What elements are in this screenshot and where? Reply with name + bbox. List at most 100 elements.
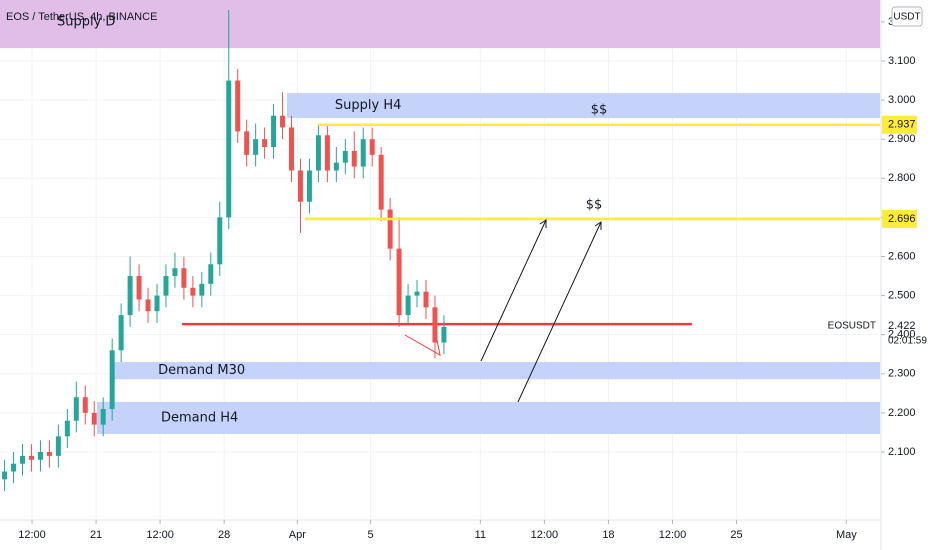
candle-body bbox=[64, 420, 70, 437]
candle-body bbox=[271, 115, 277, 148]
x-tick-label: 25 bbox=[730, 529, 742, 541]
zone-label: Supply H4 bbox=[335, 98, 401, 113]
y-tick-label: 2.200 bbox=[888, 407, 916, 419]
y-tick-label: 2.900 bbox=[888, 133, 916, 145]
currency[interactable]: USDT bbox=[893, 12, 920, 23]
candle-body bbox=[324, 135, 330, 171]
candle-body bbox=[199, 283, 205, 296]
candle-body bbox=[91, 412, 97, 425]
candle-body bbox=[28, 455, 34, 460]
candle-body bbox=[37, 451, 43, 460]
zone-label: Demand H4 bbox=[161, 410, 238, 425]
annotation: $$ bbox=[586, 198, 603, 213]
y-tick-label: 3.000 bbox=[888, 94, 916, 106]
candle-body bbox=[163, 276, 169, 296]
candle-body bbox=[333, 162, 339, 171]
zone bbox=[110, 362, 881, 380]
x-tick-label: 12:00 bbox=[659, 529, 687, 541]
annotation: $$ bbox=[591, 103, 608, 118]
candle-body bbox=[297, 170, 303, 202]
zone bbox=[96, 401, 881, 434]
candle-body bbox=[405, 295, 411, 316]
candle-body bbox=[360, 139, 366, 167]
candle-body bbox=[55, 436, 61, 456]
candle-body bbox=[217, 217, 223, 265]
level-price-label: 2.937 bbox=[888, 119, 916, 131]
candle-body bbox=[253, 139, 259, 155]
candle-body bbox=[172, 268, 178, 277]
candle-body bbox=[109, 350, 115, 409]
zone bbox=[0, 0, 880, 49]
candle-body bbox=[100, 408, 106, 425]
candle-body bbox=[244, 131, 250, 155]
candle-body bbox=[306, 170, 312, 202]
y-tick-label: 2.400 bbox=[888, 329, 916, 341]
candle-body bbox=[181, 268, 187, 288]
x-tick-label: 28 bbox=[218, 529, 230, 541]
candle-body bbox=[145, 299, 151, 312]
candle-body bbox=[11, 463, 17, 472]
y-tick-label: 2.600 bbox=[888, 250, 916, 262]
candle-body bbox=[208, 264, 214, 284]
x-tick-label: 12:00 bbox=[18, 529, 46, 541]
candle-body bbox=[127, 276, 133, 316]
y-tick-label: 3.100 bbox=[888, 55, 916, 67]
x-tick-label: 18 bbox=[602, 529, 614, 541]
candle-body bbox=[235, 80, 241, 132]
x-tick-label: May bbox=[836, 529, 857, 541]
candle-body bbox=[414, 291, 420, 296]
candle-body bbox=[342, 150, 348, 163]
x-tick-label: 12:00 bbox=[531, 529, 559, 541]
candle-body bbox=[46, 451, 52, 456]
candle-body bbox=[280, 115, 286, 128]
countdown: 02:01:59 bbox=[888, 336, 927, 347]
x-tick-label: 21 bbox=[90, 529, 102, 541]
candle-body bbox=[396, 248, 402, 316]
currency-box[interactable] bbox=[891, 6, 923, 27]
y-tick-label: 2.100 bbox=[888, 446, 916, 458]
x-tick-label: Apr bbox=[289, 529, 306, 541]
plot-area: Supply D Supply H4 Demand M30 Demand H4 bbox=[0, 0, 881, 520]
zone bbox=[286, 93, 880, 119]
arrow bbox=[517, 221, 602, 403]
symbol-title: EOS / TetherUS, 4h, BINANCE bbox=[6, 11, 157, 23]
candle-body bbox=[441, 326, 447, 343]
arrow-head bbox=[539, 219, 547, 228]
candle-body bbox=[432, 307, 438, 343]
candle-body bbox=[315, 135, 321, 171]
arrow bbox=[480, 219, 547, 362]
y-tick-label: 2.300 bbox=[888, 368, 916, 380]
candle-body bbox=[369, 139, 375, 155]
candle-body bbox=[82, 397, 88, 413]
y-tick-label: 2.800 bbox=[888, 172, 916, 184]
x-tick-label: 5 bbox=[367, 529, 373, 541]
candle-body bbox=[387, 209, 393, 249]
candle-body bbox=[136, 276, 142, 300]
x-tick-label: 12:00 bbox=[146, 529, 174, 541]
candle-body bbox=[351, 150, 357, 167]
y-tick-label: 2.500 bbox=[888, 289, 916, 301]
x-tick-label: 11 bbox=[475, 529, 486, 541]
zone-label: Supply D bbox=[57, 15, 115, 30]
drawing bbox=[404, 334, 441, 356]
candle-body bbox=[262, 139, 268, 148]
last-price: 2.422 bbox=[888, 320, 916, 332]
candle-body bbox=[423, 291, 429, 308]
last-price-symbol: EOSUSDT bbox=[828, 321, 876, 332]
candle-body bbox=[378, 154, 384, 210]
candle-body bbox=[73, 397, 79, 421]
zone-label: Demand M30 bbox=[158, 363, 245, 378]
candle-body bbox=[20, 455, 26, 464]
level-price-box bbox=[882, 209, 917, 228]
candle-body bbox=[226, 80, 232, 218]
arrow-head bbox=[594, 221, 602, 230]
candle-body bbox=[289, 127, 295, 171]
candle-body bbox=[190, 287, 196, 296]
level-price-label: 2.696 bbox=[888, 213, 916, 225]
candle-body bbox=[118, 315, 124, 351]
candle-body bbox=[154, 295, 160, 312]
level-price-box bbox=[882, 115, 917, 134]
candle-body bbox=[2, 471, 8, 480]
